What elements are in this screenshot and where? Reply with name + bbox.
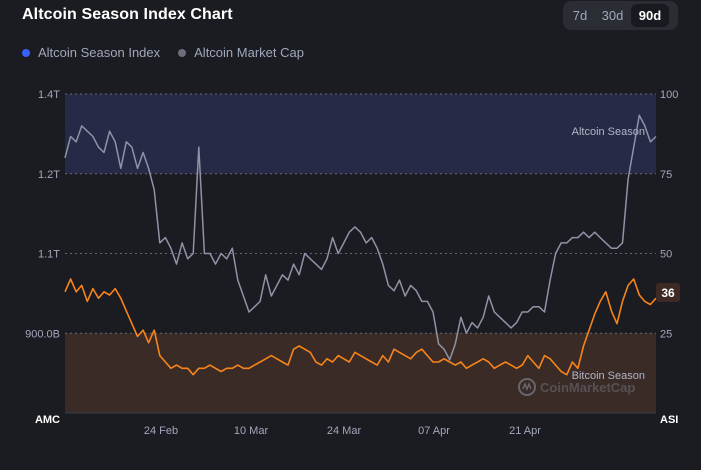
- range-90d-button[interactable]: 90d: [631, 4, 669, 27]
- x-axis-tick: 24 Feb: [144, 425, 178, 437]
- time-range-selector: 7d 30d 90d: [563, 1, 678, 30]
- left-axis-tick: 900.0B: [25, 328, 60, 340]
- watermark-text: CoinMarketCap: [540, 380, 635, 395]
- current-value-text: 36: [661, 286, 675, 300]
- altcoin-season-index-line: [64, 278, 657, 376]
- right-axis-tick: 75: [660, 169, 672, 181]
- right-axis: 100 75 50 25: [660, 89, 678, 340]
- left-axis-tick: 1.2T: [38, 169, 60, 181]
- bitcoin-season-band: [65, 333, 656, 413]
- altcoin-season-label: Altcoin Season: [572, 126, 645, 138]
- x-axis-tick: 24 Mar: [327, 425, 362, 437]
- right-axis-tick: 25: [660, 328, 672, 340]
- legend-label: Altcoin Season Index: [38, 45, 161, 60]
- coinmarketcap-watermark: CoinMarketCap: [518, 378, 635, 396]
- left-axis-tick: 1.4T: [38, 89, 60, 101]
- legend-dot-icon: [178, 48, 187, 57]
- right-axis-tick: 50: [660, 249, 672, 261]
- x-axis-tick: 10 Mar: [234, 425, 269, 437]
- chart-legend: Altcoin Season Index Altcoin Market Cap: [22, 45, 322, 60]
- grid-lines: [65, 93, 656, 414]
- coinmarketcap-logo-icon: [518, 378, 536, 396]
- left-axis-label: AMC: [35, 414, 60, 426]
- legend-item-altcoin-season-index[interactable]: Altcoin Season Index: [22, 45, 160, 60]
- legend-item-altcoin-market-cap[interactable]: Altcoin Market Cap: [178, 45, 304, 60]
- right-axis-label: ASI: [660, 414, 678, 426]
- market-cap-line: [64, 114, 657, 361]
- x-axis: 24 Feb 10 Mar 24 Mar 07 Apr 21 Apr: [144, 425, 541, 437]
- current-value-badge: 36: [656, 283, 680, 302]
- x-axis-tick: 21 Apr: [509, 425, 541, 437]
- x-axis-tick: 07 Apr: [418, 425, 450, 437]
- legend-dot-icon: [22, 48, 30, 57]
- left-axis: 1.4T 1.2T 1.1T 900.0B: [25, 89, 60, 340]
- right-axis-tick: 100: [660, 89, 678, 101]
- chart-title: Altcoin Season Index Chart: [22, 6, 233, 23]
- legend-label: Altcoin Market Cap: [194, 45, 304, 60]
- bitcoin-season-label: Bitcoin Season: [572, 370, 645, 382]
- range-7d-button[interactable]: 7d: [572, 8, 588, 23]
- altcoin-season-band: [65, 94, 656, 174]
- range-30d-button[interactable]: 30d: [601, 8, 624, 23]
- coinmarketcap-logo-mark: [522, 381, 532, 392]
- left-axis-tick: 1.1T: [38, 249, 60, 261]
